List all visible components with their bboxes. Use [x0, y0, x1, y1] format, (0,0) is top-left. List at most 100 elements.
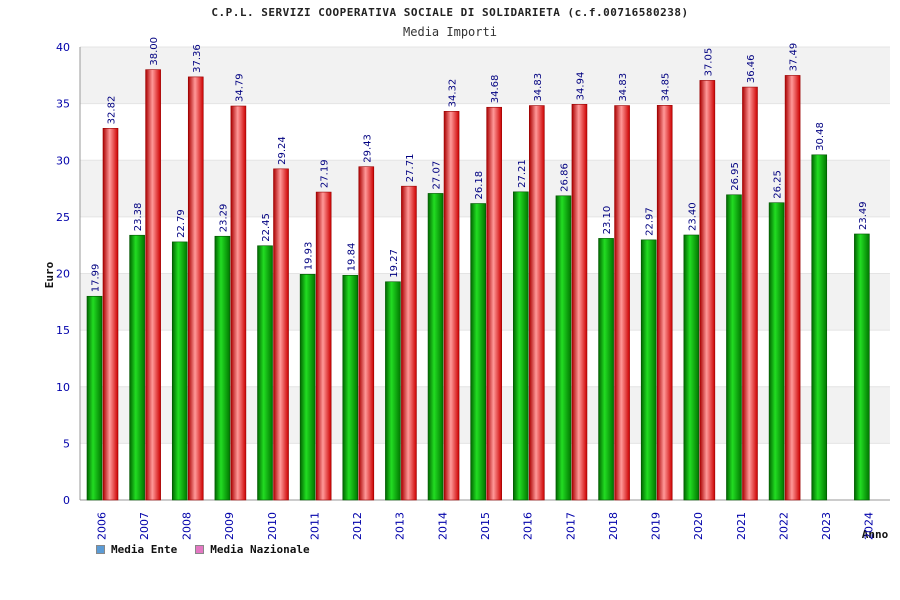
- x-tick-label: 2007: [138, 512, 151, 540]
- nazionale-value-label: 34.85: [661, 73, 672, 102]
- ente-value-label: 26.95: [730, 162, 741, 191]
- ente-value-label: 22.79: [176, 209, 187, 238]
- ente-bar: [513, 191, 529, 501]
- nazionale-value-label: 27.71: [405, 154, 416, 183]
- nazionale-bar: [784, 75, 801, 501]
- legend-item-ente: Media Ente: [96, 543, 177, 556]
- x-tick-label: 2009: [223, 512, 236, 540]
- x-axis-label: Anno: [862, 528, 889, 541]
- ente-value-label: 27.21: [517, 159, 528, 188]
- nazionale-value-label: 36.46: [746, 54, 757, 83]
- ente-bar: [214, 235, 231, 501]
- nazionale-value-label: 37.36: [192, 44, 203, 73]
- y-axis-label: Euro: [43, 261, 56, 288]
- nazionale-bar: [614, 105, 630, 501]
- ente-value-label: 19.93: [304, 242, 315, 271]
- nazionale-bar: [145, 69, 161, 501]
- ente-value-label: 22.45: [261, 213, 272, 242]
- nazionale-bar: [486, 106, 502, 501]
- ente-value-label: 23.29: [218, 204, 229, 233]
- x-tick-label: 2011: [308, 512, 321, 540]
- x-tick-label: 2020: [692, 512, 705, 540]
- y-tick-label: 35: [56, 98, 70, 111]
- y-tick-label: 40: [56, 41, 70, 54]
- ente-bar: [555, 195, 572, 501]
- nazionale-bar: [529, 105, 545, 501]
- ente-bar: [257, 245, 273, 501]
- x-tick-label: 2016: [522, 512, 535, 540]
- nazionale-bar: [656, 105, 673, 501]
- ente-bar: [427, 193, 444, 501]
- nazionale-value-label: 34.79: [234, 73, 245, 102]
- y-tick-label: 20: [56, 268, 70, 281]
- nazionale-bar: [102, 128, 119, 501]
- x-tick-label: 2021: [735, 512, 748, 540]
- ente-value-label: 19.27: [389, 249, 400, 278]
- x-tick-label: 2014: [436, 512, 449, 540]
- x-tick-label: 2008: [181, 512, 194, 540]
- nazionale-bar: [742, 86, 758, 501]
- nazionale-bar: [273, 168, 289, 501]
- legend-label-ente: Media Ente: [111, 543, 178, 556]
- ente-value-label: 23.40: [687, 202, 698, 231]
- ente-bar: [726, 194, 742, 501]
- nazionale-bar: [230, 105, 247, 501]
- nazionale-bar: [699, 80, 716, 501]
- ente-value-label: 22.97: [645, 207, 656, 236]
- ente-value-label: 23.10: [602, 206, 613, 235]
- ente-bar: [683, 234, 700, 501]
- nazionale-bar: [315, 191, 332, 501]
- y-tick-label: 0: [63, 494, 70, 507]
- legend-label-nazionale: Media Nazionale: [210, 543, 310, 556]
- nazionale-bar: [358, 166, 375, 501]
- x-tick-label: 2022: [777, 512, 790, 540]
- tick-labels: 0 5 10 15 20 25 30 35 40 Euro Anno 2006 2007 2008 2009…: [43, 41, 889, 541]
- nazionale-bar: [443, 111, 460, 501]
- y-tick-label: 10: [56, 381, 70, 394]
- ente-bar: [342, 275, 359, 501]
- ente-bar: [171, 241, 188, 501]
- nazionale-value-label: 34.94: [575, 72, 586, 101]
- nazionale-value-label: 34.32: [448, 79, 459, 108]
- nazionale-bar: [401, 185, 417, 501]
- nazionale-value-label: 34.68: [490, 75, 501, 104]
- nazionale-value-label: 37.49: [789, 43, 800, 72]
- ente-value-label: 27.07: [432, 161, 443, 190]
- x-tick-label: 2006: [95, 512, 108, 540]
- legend: Media Ente Media Nazionale: [96, 543, 310, 556]
- data-labels: 17.99 32.82 23.38 38.00 22.79 37.36 23.29 34.79…: [91, 37, 869, 292]
- nazionale-value-label: 27.19: [320, 159, 331, 188]
- y-tick-label: 15: [56, 324, 70, 337]
- ente-value-label: 17.99: [91, 264, 102, 293]
- nazionale-value-label: 38.00: [149, 37, 160, 66]
- y-tick-label: 5: [63, 437, 70, 450]
- nazionale-value-label: 34.83: [533, 73, 544, 102]
- y-tick-label: 30: [56, 154, 70, 167]
- x-tick-label: 2023: [820, 512, 833, 540]
- ente-value-label: 23.38: [133, 203, 144, 232]
- ente-value-label: 26.86: [559, 163, 570, 192]
- ente-bar: [854, 233, 870, 501]
- x-tick-label: 2017: [564, 512, 577, 540]
- chart-subtitle: Media Importi: [403, 25, 497, 39]
- ente-bar: [640, 239, 657, 501]
- legend-swatch-ente: [96, 545, 105, 554]
- x-tick-label: 2012: [351, 512, 364, 540]
- ente-bar: [811, 154, 828, 501]
- ente-bar: [470, 203, 486, 501]
- x-tick-label: 2015: [479, 512, 492, 540]
- bars: [86, 69, 870, 501]
- nazionale-value-label: 34.83: [618, 73, 629, 102]
- x-tick-label: 2024: [863, 512, 876, 540]
- ente-bar: [299, 273, 316, 501]
- nazionale-value-label: 29.24: [277, 136, 288, 165]
- ente-value-label: 23.49: [858, 201, 869, 230]
- x-tick-label: 2019: [650, 512, 663, 540]
- nazionale-bar: [571, 104, 588, 501]
- ente-value-label: 30.48: [815, 122, 826, 151]
- ente-value-label: 19.84: [346, 243, 357, 272]
- nazionale-value-label: 29.43: [362, 134, 373, 163]
- legend-item-nazionale: Media Nazionale: [195, 543, 310, 556]
- x-tick-label: 2013: [394, 512, 407, 540]
